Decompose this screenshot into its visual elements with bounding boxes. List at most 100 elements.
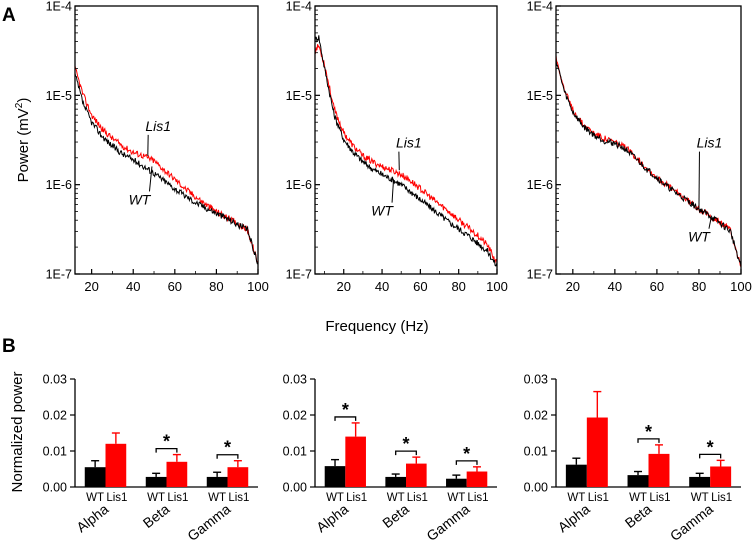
group-label: Gamma (184, 501, 233, 544)
group-label: Alpha (313, 501, 351, 536)
bar-label-lis1: Lis1 (228, 492, 249, 504)
x-tick-label: 100 (486, 279, 508, 294)
y-tick-label: 0.03 (283, 373, 307, 387)
panel-label-b: B (2, 336, 16, 357)
x-tick-label: 40 (375, 279, 389, 294)
y-tick-label: 1E-6 (527, 178, 553, 192)
panel-label-a: A (2, 5, 16, 26)
label-pointer (698, 151, 700, 209)
y-tick-label: 1E-5 (286, 89, 312, 103)
significance-bracket (699, 453, 722, 459)
y-tick-label: 1E-6 (286, 178, 312, 192)
y-tick-label: 0.00 (524, 481, 548, 495)
significance-bracket (216, 454, 239, 459)
series-lis1-line (314, 44, 498, 264)
y-tick-label: 1E-4 (286, 0, 312, 14)
bar-label-lis1: Lis1 (649, 492, 670, 504)
significance-star: * (707, 437, 714, 457)
significance-star: * (224, 438, 231, 458)
series-wt-line (314, 35, 498, 268)
series-label-wt: WT (371, 203, 394, 219)
y-tick-label: 1E-4 (527, 0, 553, 14)
bar-lis1 (227, 467, 249, 487)
group-label: Alpha (555, 501, 593, 536)
bar-lis1 (406, 463, 427, 487)
y-tick-label: 0.01 (43, 445, 67, 459)
bar-label-wt: WT (208, 492, 226, 504)
bar-y-axis-label: Normalized power (9, 372, 26, 493)
bar-label-wt: WT (629, 492, 647, 504)
plot-frame (74, 5, 259, 275)
bar-lis1 (166, 461, 188, 487)
bar-label-lis1: Lis1 (711, 492, 732, 504)
bar-label-wt: WT (387, 492, 405, 504)
spectrum-panel-1: 1E-4 1E-5 1E-6 1E-7 20 40 60 80 100 WT Lis1 (46, 0, 269, 294)
y-tick-label: 0.03 (524, 373, 548, 387)
x-tick-label: 100 (247, 279, 269, 294)
spectrum-y-axis-label-tail: ) (15, 98, 32, 103)
bar-lis1 (586, 417, 608, 487)
group-label: Gamma (667, 501, 716, 544)
bar-lis1 (648, 453, 670, 487)
bar-wt (627, 475, 649, 487)
bar-wt (385, 476, 406, 487)
x-tick-label: 100 (730, 279, 752, 294)
significance-star: * (402, 434, 409, 454)
significance-star: * (342, 400, 349, 420)
y-tick-label: 0.00 (283, 481, 307, 495)
x-tick-label: 80 (451, 279, 465, 294)
significance-bracket (395, 450, 417, 456)
y-tick-label: 0.02 (283, 409, 307, 423)
bar-label-lis1: Lis1 (167, 492, 188, 504)
y-tick-label: 1E-5 (46, 89, 72, 103)
bar-label-wt: WT (691, 492, 709, 504)
y-tick-label: 1E-6 (46, 178, 72, 192)
bar-lis1 (345, 436, 366, 487)
spectrum-y-axis-label: Power (mV2) (14, 98, 32, 183)
significance-star: * (463, 444, 470, 464)
bar-label-lis1: Lis1 (106, 492, 127, 504)
bar-lis1 (105, 443, 127, 487)
bar-label-wt: WT (147, 492, 165, 504)
bar-lis1 (710, 466, 732, 487)
y-tick-label: 0.01 (524, 445, 548, 459)
x-tick-label: 40 (608, 279, 622, 294)
y-tick-label: 1E-7 (46, 268, 72, 282)
series-wt-line (74, 73, 258, 265)
y-tick-label: 0.03 (43, 373, 67, 387)
y-tick-label: 1E-7 (286, 268, 312, 282)
series-lis1-line (555, 55, 742, 268)
group-label: Alpha (73, 501, 111, 536)
spectrum-panel-2: 1E-4 1E-5 1E-6 1E-7 20 40 60 80 100 WT Lis1 (286, 0, 508, 294)
charts: 1E-41E-51E-61E-720 40 60 80 100WTLis11E-41E-… (43, 0, 752, 544)
bar-label-lis1: Lis1 (467, 492, 488, 504)
bar-wt (84, 467, 106, 487)
series-label-lis1: Lis1 (145, 118, 171, 134)
group-label: Beta (622, 501, 655, 531)
significance-bracket (637, 438, 660, 443)
x-tick-label: 20 (566, 279, 580, 294)
spectrum-y-axis-label-sup: 2 (14, 102, 25, 108)
series-label-wt: WT (129, 191, 152, 207)
plot-frame (555, 5, 742, 275)
bar-label-wt: WT (567, 492, 585, 504)
bar-label-wt: WT (447, 492, 465, 504)
spectrum-panel-3: 1E-4 1E-5 1E-6 1E-7 20 40 60 80 100 WT Lis1 (527, 0, 752, 294)
bar-label-lis1: Lis1 (407, 492, 428, 504)
x-tick-label: 40 (126, 279, 140, 294)
group-label: Beta (379, 501, 412, 531)
bar-lis1 (466, 471, 488, 487)
bar-label-lis1: Lis1 (588, 492, 609, 504)
significance-star: * (163, 432, 170, 452)
bar-wt (565, 464, 587, 487)
bar-wt (324, 466, 346, 487)
label-pointer (148, 166, 153, 192)
x-tick-label: 80 (209, 279, 223, 294)
y-tick-label: 0.00 (43, 481, 67, 495)
spectrum-x-axis-label: Frequency (Hz) (325, 318, 428, 335)
bar-wt (206, 476, 228, 487)
bar-label-wt: WT (86, 492, 104, 504)
bar-wt (446, 478, 467, 487)
